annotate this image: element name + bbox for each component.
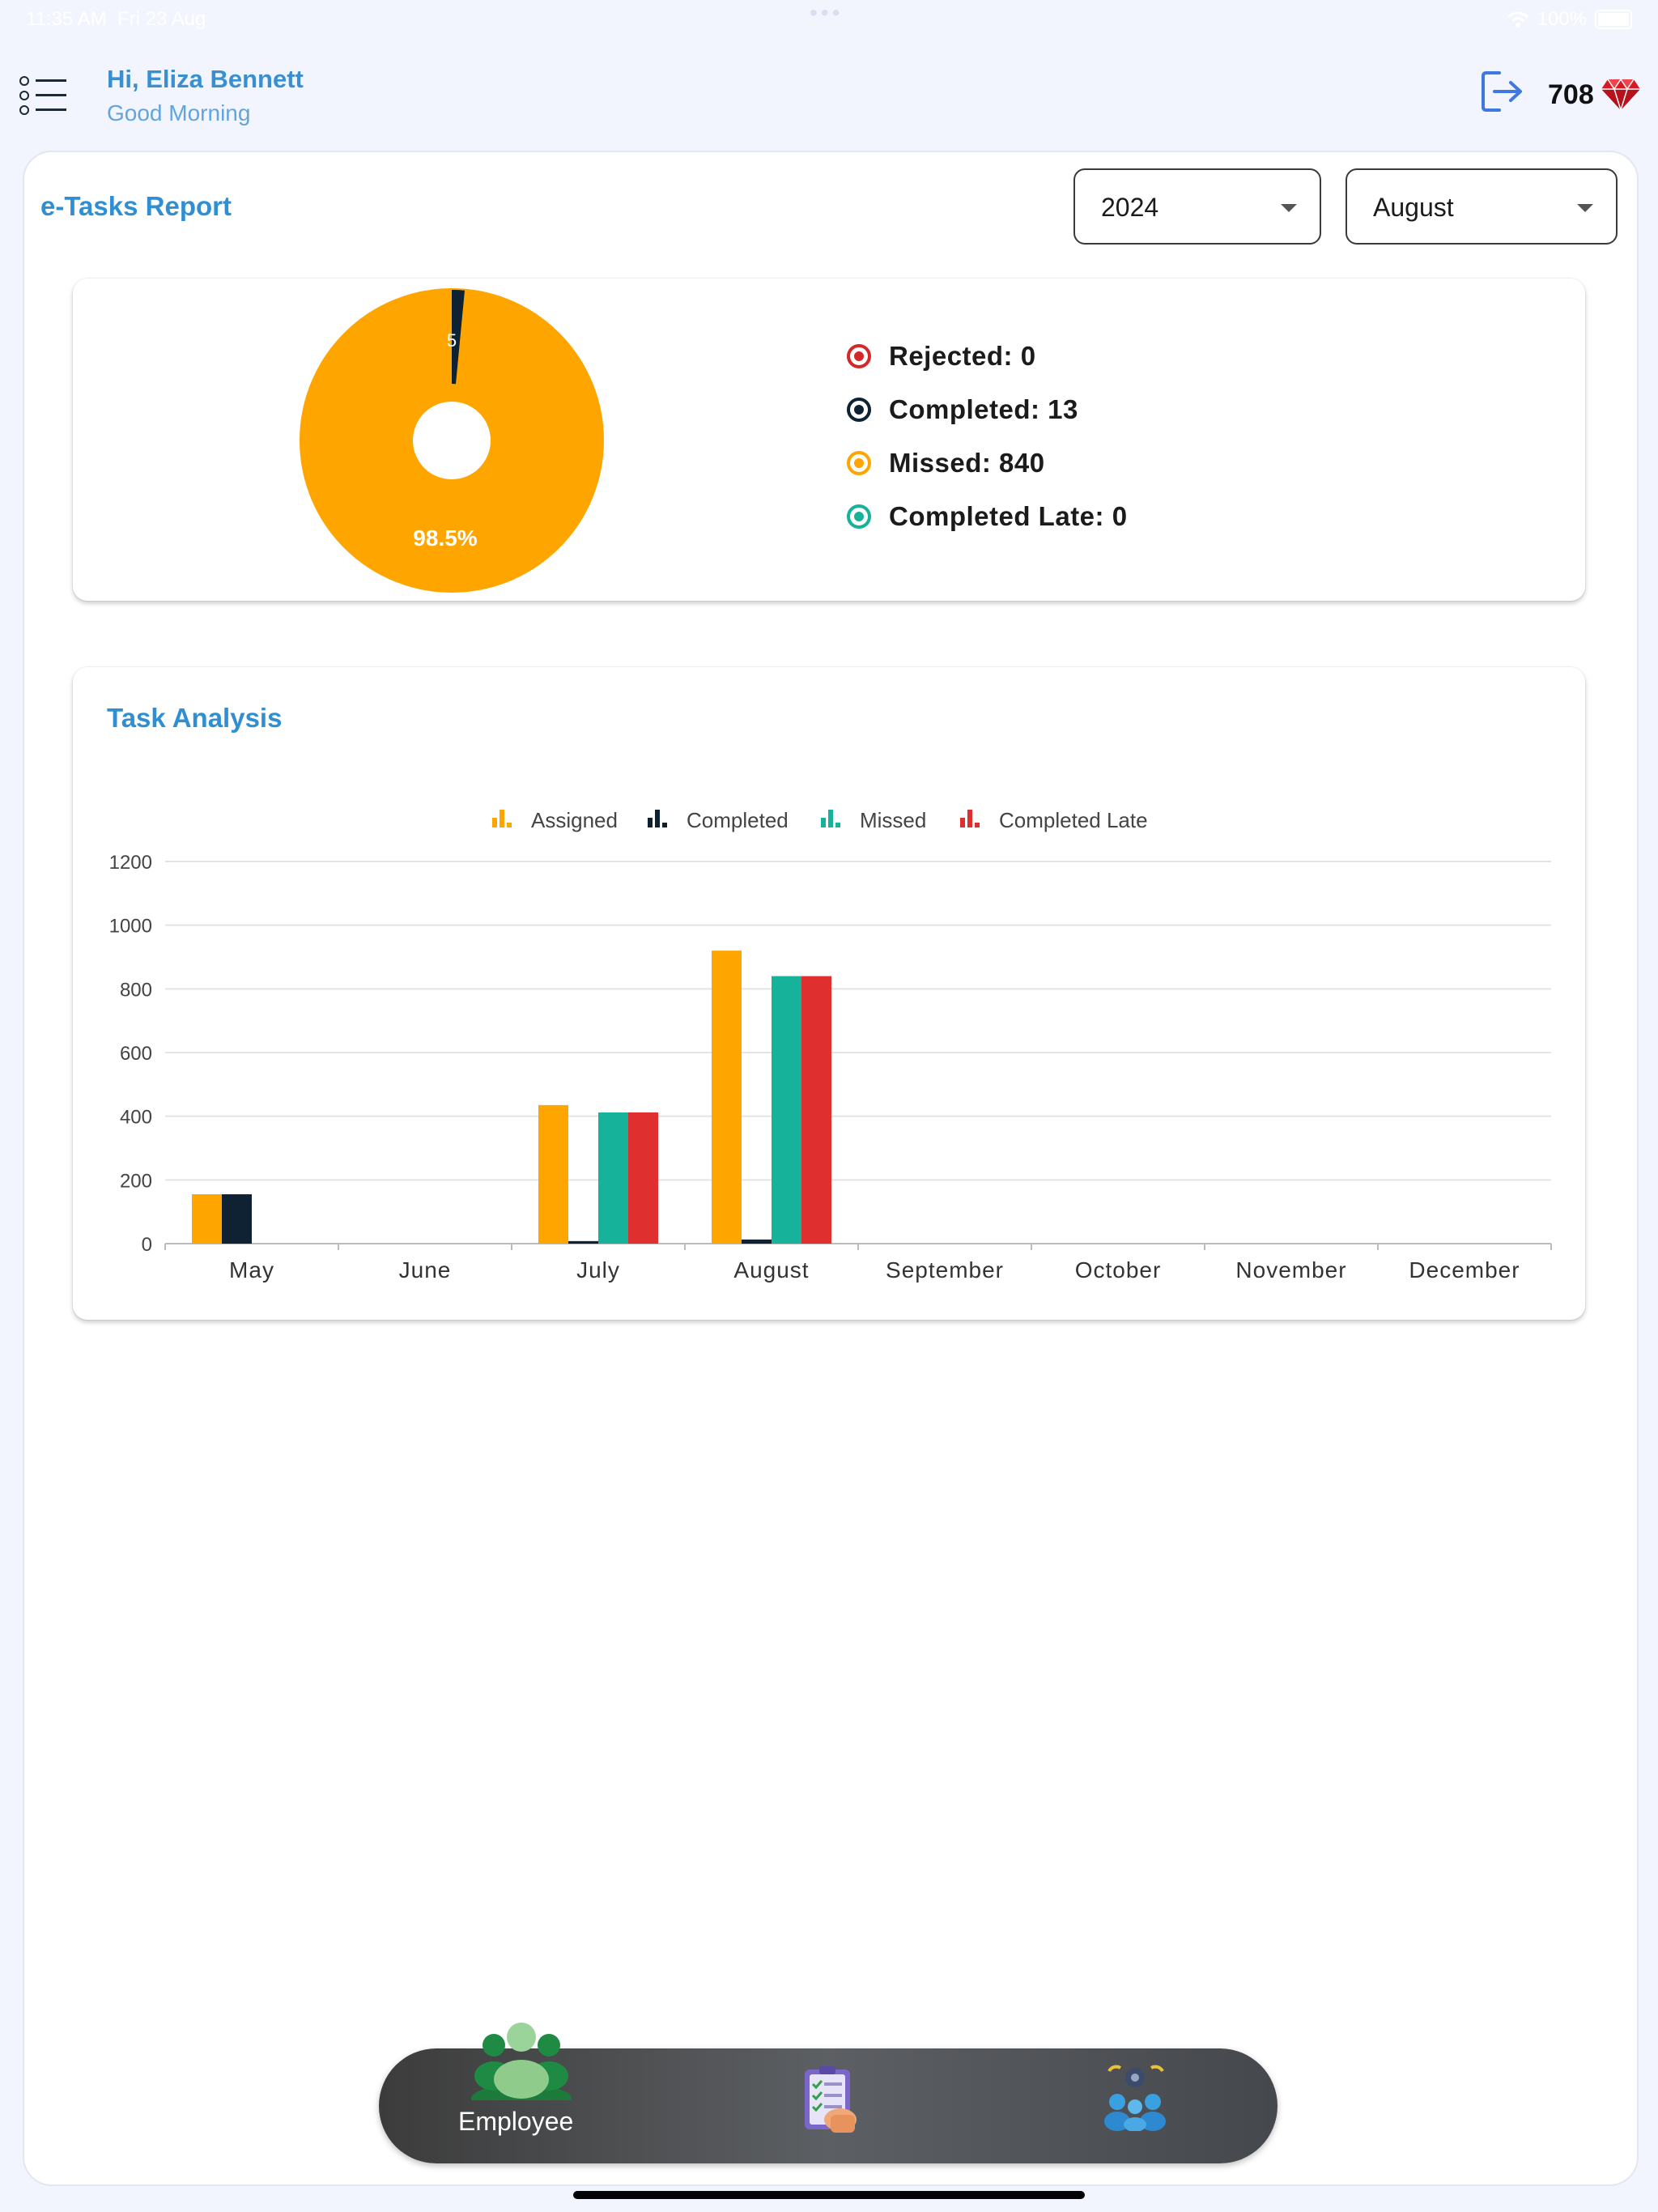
legend-missed-marker (847, 451, 871, 475)
y-tick-label: 400 (120, 1107, 152, 1129)
greeting-name: Hi, Eliza Bennett (107, 65, 304, 93)
legend-missed: Missed: 840 (847, 447, 1045, 479)
employee-group-icon[interactable] (470, 2021, 573, 2100)
home-indicator[interactable] (573, 2191, 1085, 2199)
chart-legend-swatch (821, 818, 826, 827)
legend-completed-late-label: Completed Late: 0 (889, 501, 1128, 531)
battery-percent: 100% (1537, 8, 1587, 30)
points-value: 708 (1548, 79, 1594, 110)
bar-missed-august (772, 976, 801, 1244)
y-tick-label: 1000 (109, 916, 152, 938)
donut-percent-label: 98.5% (413, 525, 477, 551)
y-tick-label: 800 (120, 979, 152, 1001)
wifi-icon (1507, 11, 1528, 28)
chart-legend-swatch (648, 818, 653, 827)
chart-legend-swatch (492, 818, 497, 827)
y-tick-label: 1200 (109, 852, 152, 874)
donut-completed-slice (452, 290, 465, 385)
multitask-dots[interactable]: ••• (810, 0, 844, 25)
legend-completed-late-marker (847, 504, 871, 529)
greeting-subtitle: Good Morning (107, 100, 251, 125)
chart-legend-swatch (500, 810, 504, 827)
legend-rejected-marker (847, 344, 871, 368)
bar-completed-august (742, 1239, 772, 1244)
chart-legend-assigned[interactable]: Assigned (492, 808, 618, 832)
nav-employee-label[interactable]: Employee (458, 2107, 574, 2136)
bar-assigned-august (712, 951, 742, 1244)
x-tick-label: November (1235, 1257, 1346, 1283)
task-analysis-bar-chart: Assigned Completed Missed Completed Late 0 20… (109, 808, 1552, 1283)
chart-legend-completed-late[interactable]: Completed Late (960, 808, 1148, 832)
month-select[interactable]: August (1346, 168, 1618, 245)
x-tick-label: July (576, 1257, 620, 1283)
legend-completed-label: Completed: 13 (889, 394, 1078, 424)
chevron-down-icon (1577, 204, 1593, 212)
bar-assigned-july (538, 1104, 568, 1244)
chart-legend-swatch (960, 818, 965, 827)
legend-completed-late: Completed Late: 0 (847, 500, 1128, 533)
bar-completed-late-august (801, 976, 831, 1244)
battery-icon (1595, 10, 1632, 29)
y-tick-label: 200 (120, 1170, 152, 1192)
chart-legend-swatch (828, 810, 833, 827)
status-right: 100% (1507, 8, 1632, 31)
chart-legend-swatch (662, 823, 667, 827)
bar-missed-july (598, 1112, 628, 1244)
year-select[interactable]: 2024 (1073, 168, 1321, 245)
bar-completed-late-july (628, 1112, 658, 1244)
legend-completed: Completed: 13 (847, 393, 1078, 426)
status-time: 11:35 AM Fri 23 Aug (26, 8, 206, 30)
y-tick-label: 600 (120, 1043, 152, 1065)
chart-legend-swatch (975, 823, 980, 827)
x-tick-label: August (733, 1257, 809, 1283)
x-tick-label: October (1075, 1257, 1162, 1283)
report-title: e-Tasks Report (40, 191, 232, 221)
chart-legend-swatch (655, 810, 660, 827)
legend-completed-marker (847, 398, 871, 422)
y-tick-label: 0 (142, 1234, 152, 1256)
legend-missed-label: Missed: 840 (889, 448, 1045, 478)
chart-legend-swatch (835, 823, 840, 827)
task-analysis-title: Task Analysis (107, 703, 283, 733)
bar-completed-july (568, 1240, 598, 1244)
chart-legend-completed[interactable]: Completed (648, 808, 789, 832)
bar-assigned-may (192, 1194, 222, 1244)
legend-rejected: Rejected: 0 (847, 340, 1036, 372)
year-select-value: 2024 (1101, 193, 1159, 222)
logout-icon[interactable] (1480, 68, 1527, 115)
ruby-gem-icon (1601, 78, 1640, 110)
chart-legend-missed[interactable]: Missed (821, 808, 926, 832)
bar-completed-may (222, 1194, 252, 1244)
legend-rejected-label: Rejected: 0 (889, 341, 1036, 371)
chart-legend-label: Missed (860, 808, 926, 832)
chart-legend-swatch (967, 810, 972, 827)
x-tick-label: May (229, 1257, 274, 1283)
chart-legend-label: Completed Late (999, 808, 1148, 832)
list-menu-icon[interactable] (19, 76, 66, 115)
chart-legend-label: Completed (687, 808, 789, 832)
donut-chart: 5 98.5% (300, 288, 604, 593)
status-bar: 11:35 AM Fri 23 Aug ••• 100% (0, 0, 1658, 39)
chevron-down-icon (1281, 204, 1297, 212)
x-tick-label: June (399, 1257, 452, 1283)
month-select-value: August (1373, 193, 1454, 222)
x-tick-label: December (1409, 1257, 1520, 1283)
team-settings-icon[interactable] (1103, 2063, 1169, 2131)
donut-small-label: 5 (447, 330, 457, 351)
task-checklist-icon[interactable] (801, 2065, 858, 2134)
chart-legend-label: Assigned (531, 808, 618, 832)
chart-legend-swatch (507, 823, 512, 827)
x-tick-label: September (886, 1257, 1004, 1283)
